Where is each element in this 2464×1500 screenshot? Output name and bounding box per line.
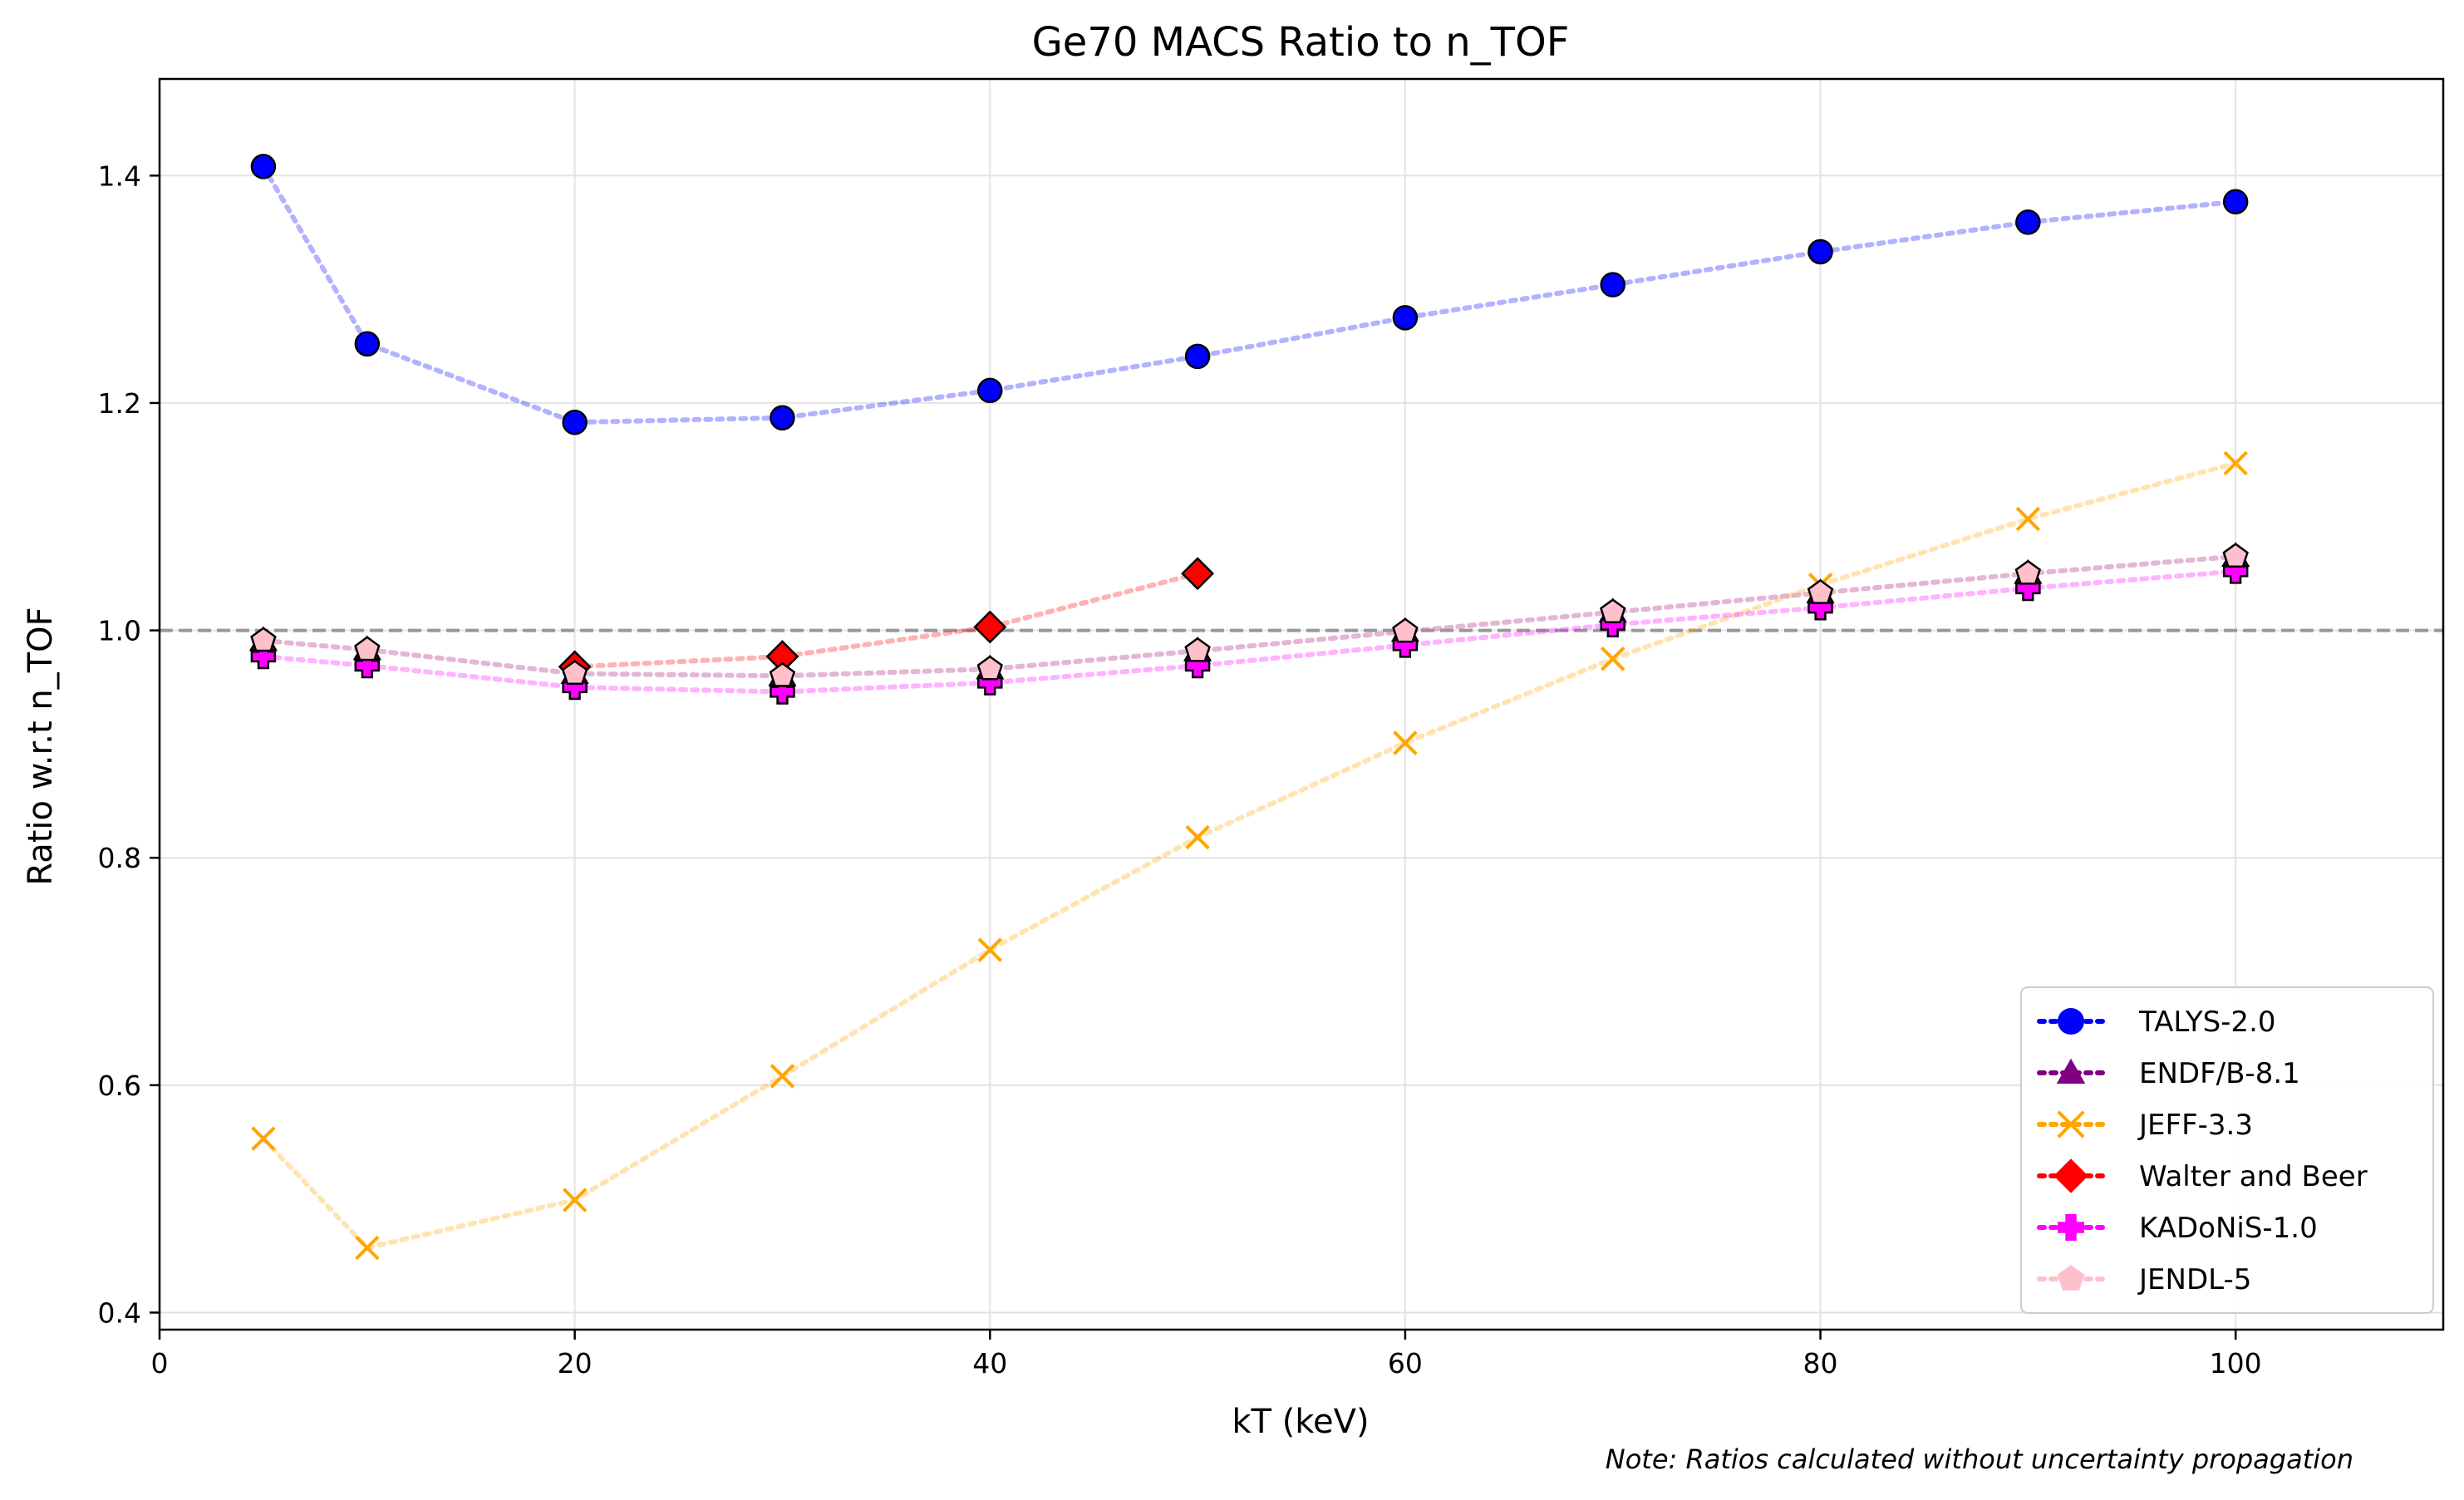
data-point-jeff-3-3 bbox=[770, 1064, 795, 1089]
data-point-talys-2-0 bbox=[2222, 189, 2249, 215]
data-point-walter-and-beer bbox=[1181, 557, 1215, 591]
legend-label-jendl-5: JENDL-5 bbox=[2137, 1263, 2251, 1296]
legend-label-endf-b-8-1: ENDF/B-8.1 bbox=[2139, 1057, 2300, 1090]
series-line-talys-2-0 bbox=[260, 164, 2239, 425]
footnote: Note: Ratios calculated without uncertai… bbox=[1606, 1443, 2353, 1475]
data-point-jeff-3-3 bbox=[2223, 450, 2248, 476]
x-tick-label: 80 bbox=[1803, 1347, 1838, 1380]
x-tick-label: 60 bbox=[1388, 1347, 1423, 1380]
y-tick-label: 0.6 bbox=[98, 1070, 141, 1102]
data-point-talys-2-0 bbox=[1392, 305, 1419, 331]
data-point-talys-2-0 bbox=[770, 405, 795, 430]
data-point-jendl-5 bbox=[1392, 617, 1419, 643]
data-point-talys-2-0 bbox=[1807, 239, 1833, 265]
chart-title: Ge70 MACS Ratio to n_TOF bbox=[1032, 19, 1570, 66]
data-point-jendl-5 bbox=[769, 661, 796, 687]
legend-label-kadonis-1-0: KADoNiS-1.0 bbox=[2139, 1212, 2318, 1245]
y-tick-label: 1.4 bbox=[98, 160, 141, 192]
legend-label-talys-2-0: TALYS-2.0 bbox=[2138, 1006, 2276, 1039]
data-point-talys-2-0 bbox=[1184, 343, 1211, 370]
data-point-jeff-3-3 bbox=[1185, 824, 1210, 850]
data-point-jeff-3-3 bbox=[355, 1235, 380, 1261]
series-jendl-5 bbox=[250, 543, 2249, 687]
data-point-jeff-3-3 bbox=[251, 1126, 276, 1151]
data-point-jendl-5 bbox=[354, 636, 381, 661]
plot-frame bbox=[158, 77, 2445, 1331]
x-tick-label: 20 bbox=[558, 1347, 593, 1380]
legend: TALYS-2.0 ENDF/B-8.1 JEFF-3.3 Walter and Be… bbox=[2020, 986, 2434, 1314]
data-point-jendl-5 bbox=[2222, 543, 2249, 568]
data-point-jeff-3-3 bbox=[1393, 730, 1418, 755]
data-point-talys-2-0 bbox=[250, 154, 277, 180]
y-axis-label: Ratio w.r.t n_TOF bbox=[22, 607, 60, 885]
data-point-jendl-5 bbox=[250, 627, 277, 652]
axis-ticks: 0 20 40 60 80 100 0.4 0.6 0.8 1.0 1.2 1.4 bbox=[98, 160, 2262, 1380]
data-point-jeff-3-3 bbox=[2015, 506, 2041, 532]
legend-label-walter-and-beer: Walter and Beer bbox=[2139, 1160, 2368, 1193]
data-point-talys-2-0 bbox=[1600, 272, 1625, 298]
x-tick-label: 100 bbox=[2210, 1347, 2262, 1380]
y-tick-label: 0.8 bbox=[98, 842, 141, 874]
legend-marker-jendl-5 bbox=[2057, 1265, 2085, 1291]
legend-marker-walter-and-beer bbox=[2053, 1158, 2088, 1193]
legend-marker-talys-2-0 bbox=[2058, 1008, 2084, 1035]
data-point-jeff-3-3 bbox=[1601, 647, 1625, 671]
data-point-jendl-5 bbox=[2014, 559, 2042, 585]
data-point-talys-2-0 bbox=[977, 377, 1003, 404]
x-tick-label: 40 bbox=[972, 1347, 1007, 1380]
legend-label-jeff-3-3: JEFF-3.3 bbox=[2137, 1109, 2253, 1142]
data-point-jendl-5 bbox=[976, 655, 1003, 681]
data-point-walter-and-beer bbox=[973, 610, 1007, 644]
data-point-jeff-3-3 bbox=[562, 1188, 588, 1212]
y-tick-label: 0.4 bbox=[98, 1296, 141, 1329]
x-tick-label: 0 bbox=[151, 1347, 169, 1380]
legend-marker-kadonis-1-0 bbox=[2058, 1214, 2084, 1241]
data-point-jendl-5 bbox=[1600, 598, 1626, 624]
y-tick-label: 1.2 bbox=[98, 387, 141, 420]
data-point-talys-2-0 bbox=[2015, 209, 2041, 235]
data-point-jendl-5 bbox=[1807, 578, 1834, 604]
legend-box bbox=[2020, 986, 2434, 1314]
x-axis-label: kT (keV) bbox=[1232, 1403, 1369, 1441]
data-point-talys-2-0 bbox=[354, 331, 381, 357]
legend-marker-jeff-3-3 bbox=[2057, 1110, 2085, 1139]
data-point-talys-2-0 bbox=[562, 409, 588, 435]
series-talys-2-0 bbox=[250, 154, 2249, 435]
series-layer bbox=[248, 154, 2250, 1261]
y-tick-label: 1.0 bbox=[98, 615, 141, 647]
legend-marker-endf-b-8-1 bbox=[2056, 1058, 2086, 1084]
series-line-walter-and-beer bbox=[572, 571, 1201, 670]
series-jeff-3-3 bbox=[251, 450, 2248, 1261]
data-point-jendl-5 bbox=[1184, 637, 1211, 662]
data-point-jeff-3-3 bbox=[977, 937, 1002, 962]
data-point-jendl-5 bbox=[561, 660, 588, 685]
